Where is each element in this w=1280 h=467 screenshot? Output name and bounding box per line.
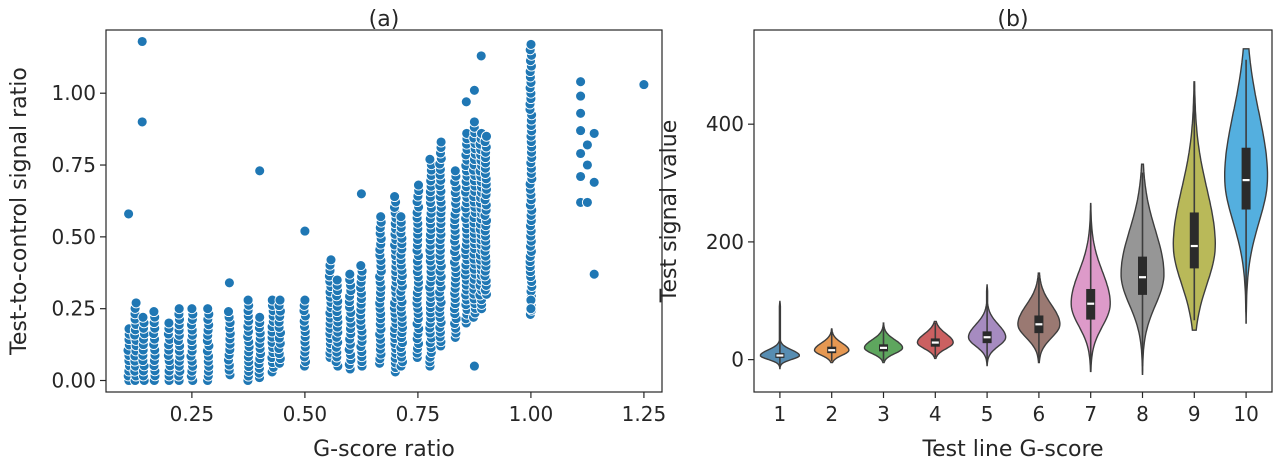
violin-x-tick-label: 2 bbox=[825, 402, 838, 426]
violin-x-tick-label: 8 bbox=[1136, 402, 1149, 426]
scatter-point bbox=[395, 211, 407, 223]
scatter-point bbox=[254, 165, 266, 177]
violin-x-tick-label: 7 bbox=[1084, 402, 1097, 426]
scatter-point bbox=[575, 76, 587, 88]
violin-panel: (b) 1 2 3 4 5 6 7 8 9 10 0 200 400 Test line G-scor… bbox=[657, 7, 1273, 462]
scatter-point bbox=[575, 171, 587, 182]
scatter-point bbox=[375, 211, 387, 223]
scatter-x-tick-label: 1.00 bbox=[509, 402, 554, 426]
scatter-point bbox=[475, 50, 487, 62]
scatter-x-tick-label: 0.75 bbox=[396, 402, 441, 426]
scatter-y-ticks: 0.00 0.25 0.50 0.75 1.00 bbox=[51, 81, 106, 393]
violin-axes-frame bbox=[753, 29, 1273, 393]
violin-x-tick-label: 4 bbox=[929, 402, 942, 426]
scatter-x-tick-label: 1.25 bbox=[622, 402, 667, 426]
violin-y-tick-label: 0 bbox=[731, 348, 744, 372]
scatter-point bbox=[254, 311, 266, 323]
violin-title: (b) bbox=[997, 7, 1028, 32]
scatter-y-tick-label: 0.50 bbox=[51, 225, 96, 249]
scatter-point bbox=[575, 148, 587, 159]
scatter-point bbox=[344, 268, 356, 280]
scatter-point bbox=[468, 84, 480, 96]
scatter-point bbox=[449, 165, 461, 177]
scatter-point bbox=[223, 306, 234, 318]
scatter-point bbox=[575, 90, 587, 102]
scatter-x-tick-label: 0.50 bbox=[283, 402, 328, 426]
violin-iqr-box bbox=[1241, 147, 1251, 210]
scatter-point bbox=[638, 79, 650, 91]
scatter-point bbox=[274, 294, 286, 306]
scatter-point bbox=[389, 191, 401, 203]
scatter-title: (a) bbox=[369, 7, 400, 32]
scatter-point bbox=[581, 196, 593, 208]
scatter-y-tick-label: 0.75 bbox=[51, 153, 96, 177]
violin-bodies bbox=[759, 48, 1269, 375]
violin-x-tick-label: 1 bbox=[774, 402, 787, 426]
violin-iqr-box bbox=[1138, 256, 1147, 295]
scatter-point bbox=[173, 303, 185, 315]
scatter-point bbox=[186, 303, 198, 315]
scatter-point bbox=[424, 153, 436, 165]
scatter-point bbox=[242, 294, 254, 306]
scatter-point bbox=[355, 260, 367, 272]
violin-x-tick-label: 3 bbox=[877, 402, 890, 426]
violin-x-axis-label: Test line G-score bbox=[921, 437, 1103, 462]
scatter-axes-frame bbox=[105, 29, 663, 393]
scatter-point bbox=[136, 36, 148, 47]
violin-x-tick-label: 5 bbox=[981, 402, 994, 426]
violin-iqr-box bbox=[1189, 212, 1199, 269]
violin-x-tick-label: 9 bbox=[1188, 402, 1201, 426]
scatter-point bbox=[460, 96, 472, 108]
scatter-point bbox=[325, 254, 337, 266]
violin-y-axis-label: Test signal value bbox=[657, 120, 682, 303]
scatter-point bbox=[299, 294, 311, 306]
scatter-x-axis-label: G-score ratio bbox=[313, 437, 455, 462]
scatter-point bbox=[435, 136, 447, 148]
scatter-y-axis-label: Test-to-control signal ratio bbox=[7, 67, 32, 356]
scatter-point bbox=[575, 107, 587, 119]
violin-x-ticks: 1 2 3 4 5 6 7 8 9 10 bbox=[774, 392, 1259, 426]
scatter-point bbox=[525, 303, 537, 315]
scatter-point bbox=[130, 297, 142, 309]
scatter-point bbox=[299, 225, 311, 237]
scatter-y-tick-label: 1.00 bbox=[51, 81, 96, 105]
violin-x-tick-label: 10 bbox=[1233, 402, 1258, 426]
violin-y-tick-label: 200 bbox=[706, 230, 744, 254]
scatter-point bbox=[136, 116, 148, 128]
scatter-point bbox=[588, 268, 600, 280]
scatter-points bbox=[122, 36, 650, 386]
scatter-point bbox=[202, 303, 214, 315]
scatter-panel: (a) 0.25 0.50 0.75 1.00 1.25 0.00 0.25 0.50 0.7… bbox=[7, 7, 666, 462]
scatter-point bbox=[223, 277, 235, 289]
scatter-point bbox=[331, 274, 343, 286]
scatter-point bbox=[575, 125, 587, 137]
scatter-point bbox=[148, 306, 160, 318]
scatter-x-ticks: 0.25 0.50 0.75 1.00 1.25 bbox=[170, 392, 667, 426]
scatter-point bbox=[525, 38, 537, 50]
scatter-point bbox=[588, 176, 600, 188]
scatter-point bbox=[468, 116, 480, 128]
scatter-point bbox=[413, 179, 424, 191]
scatter-point bbox=[588, 127, 600, 139]
scatter-x-tick-label: 0.25 bbox=[170, 402, 215, 426]
scatter-y-tick-label: 0.00 bbox=[51, 369, 96, 393]
scatter-point bbox=[123, 208, 135, 220]
scatter-point bbox=[581, 159, 593, 171]
scatter-point bbox=[581, 139, 593, 151]
scatter-point bbox=[355, 188, 367, 200]
violin-x-tick-label: 6 bbox=[1033, 402, 1046, 426]
scatter-point bbox=[468, 360, 480, 372]
violin-y-ticks: 0 200 400 bbox=[706, 112, 754, 372]
scatter-point bbox=[481, 130, 492, 142]
scatter-y-tick-label: 0.25 bbox=[51, 297, 96, 321]
scatter-point bbox=[163, 317, 175, 329]
violin-y-tick-label: 400 bbox=[706, 112, 744, 136]
scatter-point bbox=[137, 311, 149, 323]
